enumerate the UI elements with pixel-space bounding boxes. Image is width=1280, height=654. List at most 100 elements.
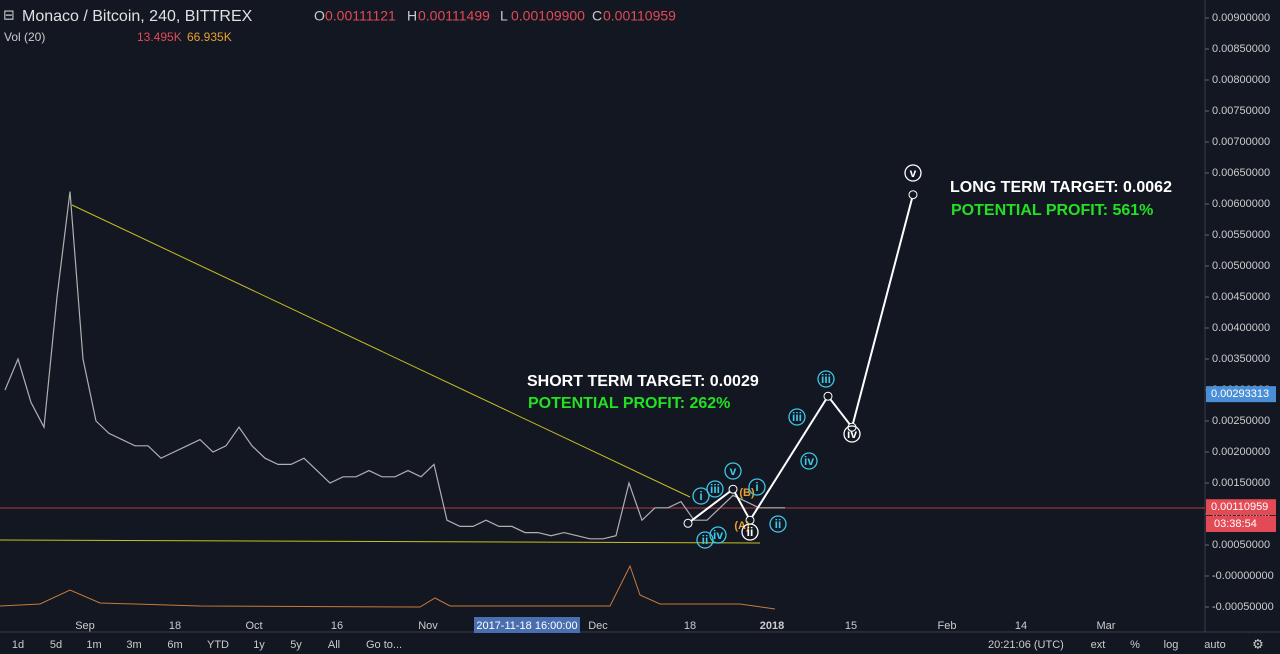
wave-label: iii xyxy=(792,410,802,424)
volume-line xyxy=(0,564,776,610)
option-button[interactable]: ext xyxy=(1091,639,1106,651)
range-button[interactable]: 1d xyxy=(12,639,24,651)
y-tick-label: 0.00050000 xyxy=(1212,539,1270,551)
range-button[interactable]: 1y xyxy=(253,639,265,651)
y-tick-label: 0.00700000 xyxy=(1212,136,1270,148)
projection-line xyxy=(687,194,914,525)
target-profit: POTENTIAL PROFIT: 262% xyxy=(528,395,730,412)
support-line xyxy=(0,539,761,544)
crosshair-date-bg xyxy=(474,617,580,633)
wave-circle xyxy=(706,480,724,498)
option-button[interactable]: log xyxy=(1164,639,1179,651)
y-tick-label: 0.00350000 xyxy=(1212,353,1270,365)
y-tick-label: 0.00850000 xyxy=(1212,43,1270,55)
x-tick-label: Sep xyxy=(75,620,95,632)
wave-circle xyxy=(696,531,714,549)
ohlc-value: 0.00109900 xyxy=(511,8,585,24)
wave-circle xyxy=(843,425,861,443)
y-tick-label: 0.00550000 xyxy=(1212,229,1270,241)
y-tick-label: 0.00500000 xyxy=(1212,260,1270,272)
x-tick-label: 16 xyxy=(331,620,343,632)
wave-label: (A) xyxy=(734,520,750,532)
range-button[interactable]: 5d xyxy=(50,639,62,651)
wave-label: (B) xyxy=(739,487,755,499)
option-button[interactable]: % xyxy=(1130,639,1140,651)
range-button[interactable]: 6m xyxy=(167,639,182,651)
projection-node xyxy=(908,190,918,200)
projection-node xyxy=(683,518,693,528)
wave-label: i xyxy=(699,489,702,503)
wave-label: ii xyxy=(747,525,754,539)
range-button[interactable]: 3m xyxy=(126,639,141,651)
target-profit: POTENTIAL PROFIT: 561% xyxy=(951,202,1153,219)
price-line xyxy=(4,191,785,540)
x-tick-label: 18 xyxy=(684,620,696,632)
ohlc-key: C xyxy=(592,8,602,24)
x-tick-label: Dec xyxy=(588,620,608,632)
wave-circle xyxy=(709,526,727,544)
clock: 20:21:06 (UTC) xyxy=(988,639,1064,651)
volume-value: 13.495K xyxy=(137,30,182,44)
goto-button[interactable]: Go to... xyxy=(366,639,402,651)
ohlc-value: 0.00110959 xyxy=(603,8,676,24)
x-tick-label: 15 xyxy=(845,620,857,632)
range-button[interactable]: YTD xyxy=(207,639,229,651)
wave-circle xyxy=(724,462,742,480)
x-tick-label: 18 xyxy=(169,620,181,632)
ohlc-key: H xyxy=(407,8,417,24)
crosshair-date: 2017-11-18 16:00:00 xyxy=(476,620,577,632)
ohlc-key: O xyxy=(314,8,325,24)
countdown-bg xyxy=(1206,516,1276,532)
x-tick-label: 14 xyxy=(1015,620,1027,632)
wave-label: i xyxy=(755,480,758,494)
wave-label: iii xyxy=(821,372,831,386)
target-title: LONG TERM TARGET: 0.0062 xyxy=(950,179,1172,196)
projection-node xyxy=(823,391,833,401)
option-button[interactable]: auto xyxy=(1204,639,1225,651)
volume-ma: 66.935K xyxy=(187,30,232,44)
price-label: 0.00110959 xyxy=(1211,501,1268,513)
y-tick-label: 0.00600000 xyxy=(1212,198,1270,210)
ohlc-value: 0.00111121 xyxy=(325,8,396,24)
wave-circle xyxy=(748,478,766,496)
wave-label: v xyxy=(730,464,737,478)
wave-circle xyxy=(741,523,759,541)
x-tick-label: Feb xyxy=(938,620,957,632)
wave-circle xyxy=(769,515,787,533)
wave-circle xyxy=(800,452,818,470)
price-label-bg xyxy=(1206,386,1276,403)
wave-label: ii xyxy=(775,517,782,531)
y-tick-label: 0.00650000 xyxy=(1212,167,1270,179)
wave-circle xyxy=(817,370,835,388)
target-title: SHORT TERM TARGET: 0.0029 xyxy=(527,373,759,390)
range-button[interactable]: 1m xyxy=(86,639,101,651)
symbol[interactable]: Monaco / Bitcoin, 240, BITTREX xyxy=(22,8,253,25)
y-tick-label: 0.00750000 xyxy=(1212,105,1270,117)
trendline xyxy=(71,204,691,498)
y-tick-label: -0.00000000 xyxy=(1212,570,1274,582)
projection-node xyxy=(728,484,738,494)
wave-label: iv xyxy=(713,528,723,542)
y-tick-label: 0.00250000 xyxy=(1212,415,1270,427)
settings-icon[interactable]: ⚙ xyxy=(1252,636,1264,651)
price-label-bg xyxy=(1206,499,1276,516)
x-tick-label: Oct xyxy=(245,620,262,632)
volume-name: Vol (20) xyxy=(4,30,45,44)
price-label: 0.00293313 xyxy=(1211,388,1269,400)
wave-label: iii xyxy=(710,482,720,496)
wave-label: ii xyxy=(702,533,709,547)
countdown: 03:38:54 xyxy=(1214,518,1257,530)
menu-icon[interactable]: ⊟ xyxy=(3,7,15,23)
range-button[interactable]: 5y xyxy=(290,639,302,651)
y-tick-label: -0.00050000 xyxy=(1212,601,1274,613)
wave-label: iv xyxy=(804,454,814,468)
wave-circle xyxy=(788,408,806,426)
x-tick-label: Nov xyxy=(418,620,438,632)
y-tick-label: 0.00200000 xyxy=(1212,446,1270,458)
x-tick-label: 2018 xyxy=(760,620,784,632)
range-button[interactable]: All xyxy=(328,639,340,651)
y-tick-label: 0.00400000 xyxy=(1212,322,1270,334)
y-tick-label: 0.00900000 xyxy=(1212,12,1270,24)
